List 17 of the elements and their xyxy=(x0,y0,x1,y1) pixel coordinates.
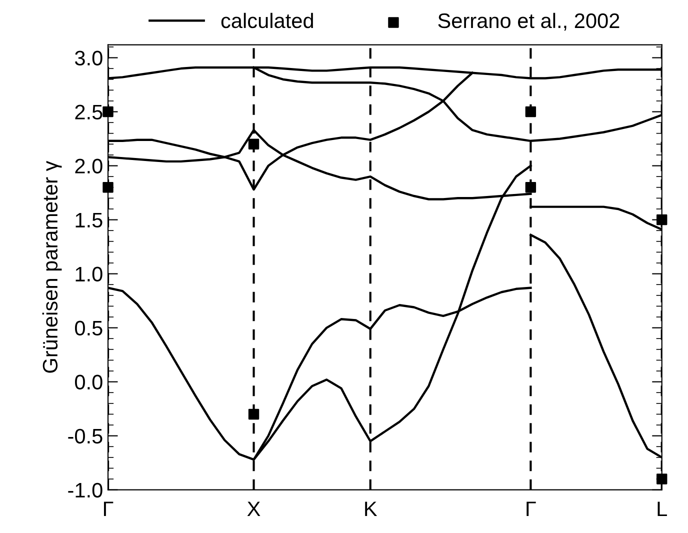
x-tick-label: K xyxy=(365,502,378,516)
x-tick-label: L xyxy=(658,502,667,516)
y-tick-label: 1.0 xyxy=(76,266,102,282)
y-tick-label: -1.0 xyxy=(68,482,102,498)
y-tick-label: 1.5 xyxy=(76,212,102,228)
y-tick-label: 2.0 xyxy=(75,158,102,174)
y-tick-label: -0.5 xyxy=(68,428,102,444)
y-tick-label: 2.5 xyxy=(75,104,102,120)
x-tick-label: Γ xyxy=(104,502,114,516)
y-tick-label: 0.0 xyxy=(75,374,102,390)
y-tick-label: 3.0 xyxy=(74,50,102,66)
x-tick-label: X xyxy=(247,502,260,516)
y-axis-title: Grüneisen parameter γ xyxy=(42,160,62,373)
legend-label: calculated xyxy=(221,12,313,28)
legend-label: Serrano et al., 2002 xyxy=(438,12,620,31)
y-tick-label: 0.5 xyxy=(75,320,102,336)
x-tick-label: Γ xyxy=(526,502,536,516)
